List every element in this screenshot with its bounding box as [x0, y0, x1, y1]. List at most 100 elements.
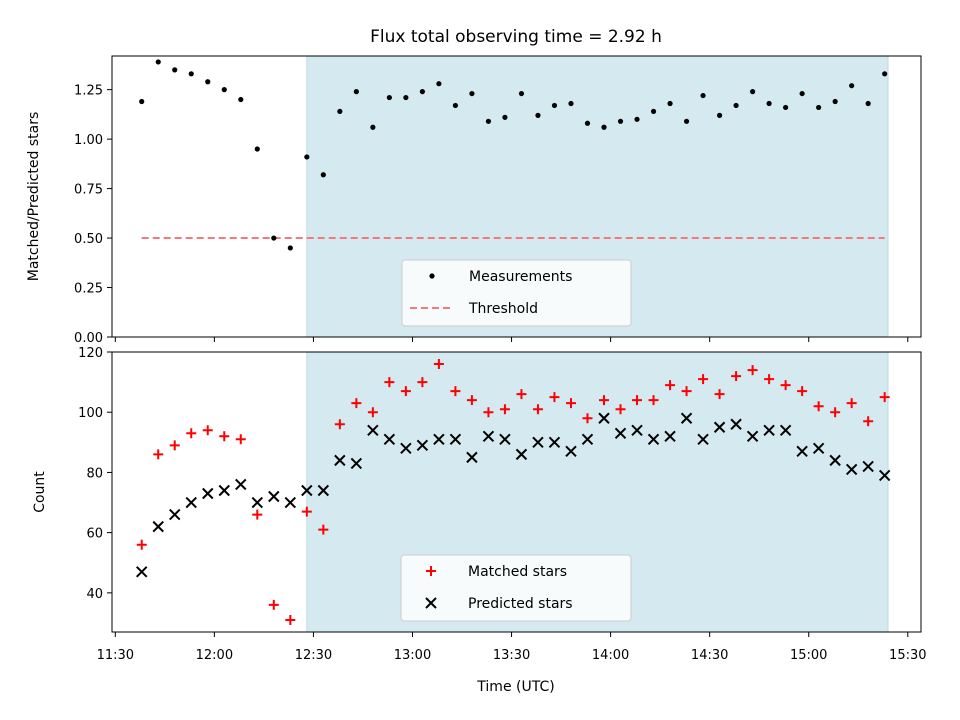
bottom-panel-counts: 40 60 80 100 120 11:30 12:00 12:30 13:00 13:30 14:…	[32, 346, 927, 663]
predicted-star-point	[532, 436, 544, 449]
x-tick-label: 12:00	[196, 648, 233, 663]
matched-star-point	[747, 365, 758, 376]
measurement-point	[551, 102, 558, 109]
measurement-point	[865, 100, 871, 107]
predicted-star-point	[251, 496, 263, 509]
measurement-point	[650, 108, 657, 115]
measurement-point	[700, 92, 706, 99]
matched-star-point	[367, 407, 378, 418]
measurement-point	[139, 98, 145, 105]
x-tick-label: 14:30	[691, 648, 728, 663]
matched-star-point	[153, 449, 164, 460]
matched-star-point	[846, 398, 857, 409]
matched-star-point	[731, 371, 742, 382]
measurement-point	[320, 172, 326, 178]
predicted-star-point	[268, 490, 280, 503]
measurement-point	[766, 100, 772, 107]
measurement-point	[634, 116, 640, 122]
y-tick-label: 40	[86, 587, 103, 602]
x-tick-label: 13:30	[493, 648, 530, 663]
predicted-star-point	[746, 430, 759, 443]
predicted-star-point	[796, 445, 808, 458]
predicted-star-point	[334, 454, 346, 467]
matched-star-point	[400, 386, 411, 397]
predicted-star-point	[152, 520, 164, 533]
predicted-star-point	[878, 469, 891, 482]
predicted-star-point	[680, 412, 693, 424]
measurement-point	[172, 67, 178, 73]
predicted-star-point	[400, 442, 412, 455]
measurement-point	[205, 79, 211, 85]
matched-star-point	[466, 395, 477, 406]
y-tick-label: 60	[86, 527, 103, 542]
matched-star-point	[648, 395, 659, 406]
matched-star-point	[665, 380, 676, 391]
predicted-star-point	[136, 566, 148, 578]
matched-star-point	[301, 506, 312, 517]
measurement-point	[403, 94, 409, 101]
legend: Measurements Threshold	[401, 259, 632, 327]
predicted-star-point	[548, 436, 561, 449]
x-tick-label: 11:30	[97, 648, 134, 663]
predicted-star-point	[185, 496, 197, 509]
axes-frame	[111, 55, 922, 338]
predicted-star-point	[466, 451, 478, 464]
measurement-point	[419, 89, 425, 95]
matched-star-point	[582, 413, 593, 424]
matched-star-point	[797, 386, 808, 397]
matched-star-point	[235, 434, 246, 445]
legend-label: Predicted stars	[468, 596, 573, 612]
predicted-star-point	[713, 421, 726, 433]
measurement-point	[568, 100, 574, 107]
series-matched-stars	[136, 359, 890, 625]
predicted-star-point	[202, 487, 214, 500]
measurement-point	[353, 89, 359, 95]
predicted-star-point	[779, 424, 792, 436]
matched-star-point	[813, 401, 824, 412]
chart-title: Flux total observing time = 2.92 h	[370, 27, 662, 47]
matched-star-point	[450, 386, 461, 397]
matched-star-point	[714, 389, 725, 400]
matched-star-point	[219, 431, 230, 442]
matched-star-point	[268, 599, 279, 610]
predicted-star-point	[499, 433, 511, 446]
legend-marker-x	[425, 597, 437, 609]
measurement-point	[783, 104, 789, 111]
matched-star-point	[863, 416, 874, 427]
measurement-point	[816, 104, 822, 111]
legend-label: Matched stars	[468, 564, 567, 580]
measurement-point	[518, 90, 525, 97]
legend-label: Measurements	[469, 269, 572, 285]
measurement-point	[601, 124, 607, 130]
predicted-star-point	[317, 484, 330, 497]
measurement-point	[799, 90, 805, 97]
matched-star-point	[417, 377, 428, 388]
matched-star-point	[285, 614, 296, 625]
matched-star-point	[318, 524, 329, 535]
matched-star-point	[879, 392, 890, 403]
predicted-star-point	[449, 433, 462, 446]
measurement-point	[716, 112, 723, 118]
matched-star-point	[186, 428, 197, 439]
matched-star-point	[433, 359, 444, 370]
matched-star-point	[252, 509, 263, 520]
measurement-point	[584, 120, 591, 126]
measurement-point	[452, 102, 459, 109]
matched-star-point	[764, 374, 775, 385]
measurement-point	[469, 90, 475, 97]
top-panel-ratio: 0.00 0.25 0.50 0.75 1.00 1.25 Matched/Predicte…	[26, 55, 922, 346]
measurement-point	[238, 96, 244, 103]
predicted-star-point	[862, 460, 874, 473]
measurement-point	[667, 100, 673, 107]
matched-star-point	[483, 407, 494, 418]
matched-star-point	[351, 398, 362, 409]
predicted-star-point	[614, 427, 627, 439]
predicted-star-point	[730, 418, 742, 430]
y-tick-label: 1.25	[74, 84, 103, 99]
y-tick-label: 0.75	[74, 183, 103, 198]
measurement-point	[882, 71, 888, 77]
matched-star-point	[516, 389, 527, 400]
predicted-star-point	[763, 424, 775, 436]
series-predicted-stars	[136, 412, 891, 578]
measurement-point	[485, 118, 492, 124]
